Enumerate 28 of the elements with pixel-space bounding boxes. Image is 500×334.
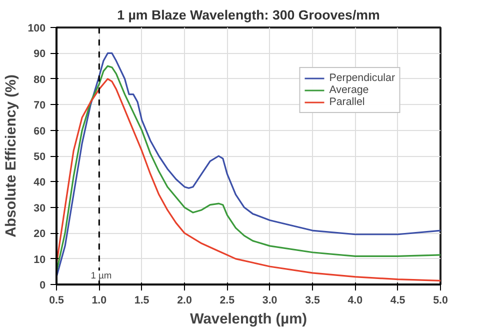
x-tick-label: 4.0 <box>348 294 363 306</box>
y-tick-label: 80 <box>34 74 46 86</box>
y-tick-label: 10 <box>34 254 46 266</box>
y-tick-label: 90 <box>34 48 46 60</box>
y-axis-title: Absolute Efficiency (%) <box>4 74 20 238</box>
x-tick-label: 2.0 <box>177 294 192 306</box>
legend-label: Parallel <box>329 96 365 108</box>
x-tick-label: 2.5 <box>220 294 235 306</box>
x-tick-label: 5.0 <box>433 294 448 306</box>
legend-label: Perpendicular <box>329 72 395 84</box>
y-tick-label: 0 <box>40 280 46 292</box>
x-tick-label: 1.5 <box>134 294 150 306</box>
y-tick-label: 100 <box>28 22 46 34</box>
y-tick-label: 20 <box>34 228 46 240</box>
y-tick-label: 40 <box>34 176 46 189</box>
x-tick-label: 0.5 <box>49 294 64 306</box>
y-tick-label: 70 <box>34 100 46 112</box>
ref-line-label: 1 µm <box>90 270 112 280</box>
chart-title: 1 µm Blaze Wavelength: 300 Grooves/mm <box>117 8 380 22</box>
legend-label: Average <box>329 84 369 96</box>
x-tick-label: 1.0 <box>92 294 107 306</box>
x-axis-title: Wavelength (µm) <box>190 312 308 328</box>
y-tick-label: 30 <box>34 202 46 214</box>
x-tick-label: 4.5 <box>390 294 406 306</box>
y-tick-label: 60 <box>34 125 46 138</box>
y-tick-label: 50 <box>34 151 46 163</box>
x-tick-label: 3.5 <box>305 294 320 306</box>
x-tick-label: 3.0 <box>262 294 278 306</box>
